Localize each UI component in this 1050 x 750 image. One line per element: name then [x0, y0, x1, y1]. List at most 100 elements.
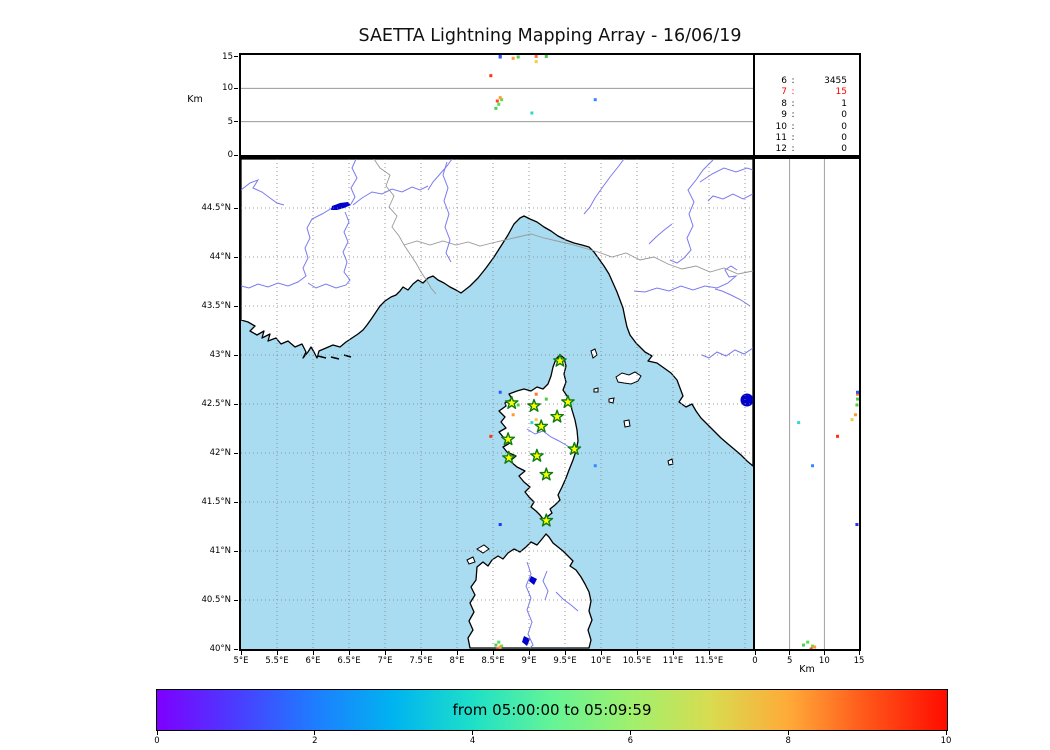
top-axis-tick: [234, 56, 238, 57]
lightning-source-point: [511, 56, 515, 60]
lightning-source-point: [593, 98, 597, 102]
time-range-label: from 05:00:00 to 05:09:59: [452, 701, 652, 719]
station-count-row: 9:0: [781, 110, 847, 121]
river: [352, 185, 429, 206]
colorbar-tick: [314, 731, 316, 735]
colorbar-tick: [945, 731, 947, 735]
lightning-source-point: [809, 647, 813, 649]
map-lon-tick-label: 7.5°E: [409, 656, 433, 666]
map-lat-tick: [234, 354, 238, 356]
map-lat-tick: [234, 207, 238, 209]
top-axis-tick: [234, 154, 238, 156]
map-lon-tick: [564, 651, 566, 655]
map-lat-tick: [234, 648, 238, 650]
station-count-row: 7:15: [781, 87, 847, 98]
right-axis-tick: [789, 651, 791, 655]
river: [699, 167, 753, 183]
colorbar-tick: [787, 731, 789, 735]
altitude-longitude-plot: [241, 55, 753, 123]
lightning-source-point: [811, 644, 815, 648]
lightning-source-point: [516, 55, 520, 59]
map-lat-tick-label: 42.5°N: [201, 399, 231, 409]
lightning-source-point: [498, 96, 502, 100]
lightning-source-point: [494, 643, 498, 647]
admin-border: [373, 159, 437, 295]
river: [707, 193, 753, 202]
right-axis-tick-label: 0: [752, 656, 758, 666]
lma-station-star: [550, 409, 564, 423]
map-lat-tick-label: 44°N: [209, 252, 231, 262]
lightning-source-point: [497, 640, 501, 644]
right-axis-tick: [858, 651, 860, 655]
map-lon-tick-label: 10°E: [590, 656, 612, 666]
map-lat-tick: [234, 599, 238, 601]
lake: [331, 202, 351, 210]
lightning-source-point: [802, 643, 806, 647]
lake: [529, 576, 537, 585]
lightning-source-point: [498, 523, 502, 527]
river: [241, 207, 333, 289]
colorbar-tick-label: 6: [627, 736, 634, 746]
map-lon-tick: [420, 651, 422, 655]
colorbar-tick-label: 2: [312, 736, 318, 746]
map-lon-tick: [636, 651, 638, 655]
lma-station-star: [504, 395, 519, 409]
lightning-source-point: [797, 421, 801, 425]
map-lon-tick: [528, 651, 530, 655]
lightning-source-point: [856, 392, 859, 396]
lightning-source-point: [836, 434, 840, 438]
map-lon-tick-label: 8.5°E: [481, 656, 505, 666]
map-lon-tick-label: 9°E: [521, 656, 537, 666]
corsica-map: [241, 159, 753, 649]
lightning-source-point: [534, 55, 538, 58]
map-lat-tick-label: 40°N: [209, 644, 231, 654]
top-axis-tick-label: 0: [227, 150, 233, 160]
map-lon-tick-label: 11°E: [662, 656, 684, 666]
lightning-source-point: [530, 421, 534, 425]
map-lat-tick-label: 43.5°N: [201, 301, 231, 311]
lightning-source-point: [806, 640, 810, 644]
right-axis-tick: [754, 651, 756, 655]
small-island: [623, 419, 631, 428]
top-axis-tick: [234, 121, 238, 123]
top-axis-tick: [234, 87, 238, 89]
map-lat-tick-label: 42°N: [209, 448, 231, 458]
altitude-latitude-plot: [789, 159, 859, 649]
top-axis-unit-label: Km: [187, 94, 203, 105]
lightning-source-point: [855, 523, 859, 527]
map-lat-tick: [234, 305, 238, 307]
lightning-source-point: [489, 74, 493, 78]
map-lat-tick: [234, 501, 238, 503]
map-lon-tick: [672, 651, 674, 655]
map-lon-tick: [492, 651, 494, 655]
lightning-source-point: [516, 403, 520, 407]
river: [427, 159, 453, 191]
right-axis-tick-label: 15: [853, 656, 865, 666]
lightning-source-point: [856, 397, 859, 401]
river: [526, 428, 573, 450]
sardinia-island: [467, 533, 593, 649]
river: [241, 179, 285, 206]
lightning-source-point: [511, 413, 515, 417]
map-lat-tick-label: 43°N: [209, 350, 231, 360]
small-island: [667, 458, 674, 466]
station-count-row: 11:0: [775, 133, 847, 144]
lightning-source-point: [813, 645, 817, 649]
right-axis-tick: [823, 651, 825, 655]
lightning-source-point: [534, 60, 538, 64]
river: [307, 211, 351, 289]
lma-station-star: [502, 450, 516, 464]
islet-mark: [317, 355, 327, 359]
station-count-row: 8:1: [781, 98, 847, 109]
map-lon-tick: [708, 651, 710, 655]
station-count-rows: 6:3455 7:15 8:1 9:0 10:0 11:0 12:0: [755, 55, 859, 156]
map-lon-tick-label: 8°E: [449, 656, 465, 666]
lightning-source-point: [811, 464, 815, 468]
map-lon-tick-label: 7°E: [377, 656, 393, 666]
small-island: [615, 371, 642, 385]
lightning-source-point: [489, 434, 493, 438]
admin-border: [403, 233, 571, 247]
lightning-source-point: [534, 418, 538, 422]
river: [525, 561, 534, 649]
map-lon-tick-label: 10.5°E: [622, 656, 652, 666]
